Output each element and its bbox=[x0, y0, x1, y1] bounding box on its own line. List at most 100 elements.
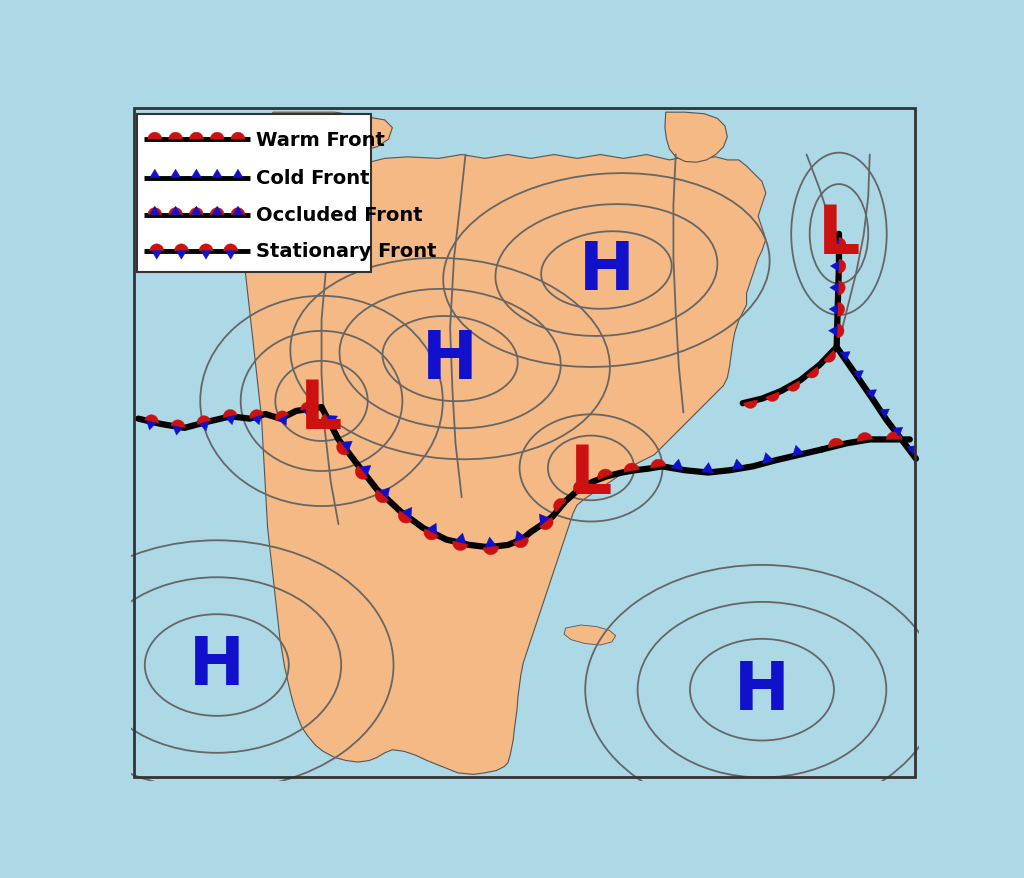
Polygon shape bbox=[199, 421, 209, 431]
Polygon shape bbox=[169, 133, 182, 140]
Polygon shape bbox=[829, 305, 838, 315]
Polygon shape bbox=[671, 459, 683, 471]
Polygon shape bbox=[483, 546, 499, 555]
Polygon shape bbox=[147, 208, 162, 215]
Text: L: L bbox=[818, 202, 860, 268]
Polygon shape bbox=[564, 625, 615, 645]
Polygon shape bbox=[212, 170, 222, 178]
Polygon shape bbox=[455, 534, 466, 544]
Polygon shape bbox=[173, 427, 183, 435]
Polygon shape bbox=[887, 432, 902, 440]
Polygon shape bbox=[176, 251, 186, 260]
Polygon shape bbox=[231, 133, 245, 140]
Polygon shape bbox=[171, 421, 184, 428]
Polygon shape bbox=[303, 409, 312, 418]
Text: H: H bbox=[422, 327, 478, 392]
FancyBboxPatch shape bbox=[137, 115, 371, 272]
Polygon shape bbox=[763, 453, 774, 464]
Polygon shape bbox=[150, 207, 160, 215]
Polygon shape bbox=[828, 327, 838, 336]
Polygon shape bbox=[650, 460, 666, 469]
Polygon shape bbox=[250, 410, 263, 419]
Polygon shape bbox=[573, 481, 588, 493]
Polygon shape bbox=[189, 133, 204, 140]
Polygon shape bbox=[828, 439, 844, 449]
Polygon shape bbox=[210, 133, 224, 140]
Polygon shape bbox=[225, 251, 236, 260]
Polygon shape bbox=[337, 442, 349, 456]
Polygon shape bbox=[197, 416, 211, 425]
Polygon shape bbox=[252, 415, 261, 425]
Polygon shape bbox=[793, 446, 804, 457]
Polygon shape bbox=[144, 415, 159, 424]
Text: H: H bbox=[734, 657, 790, 723]
Polygon shape bbox=[866, 390, 877, 399]
Polygon shape bbox=[232, 207, 243, 215]
Polygon shape bbox=[212, 207, 222, 215]
Polygon shape bbox=[766, 392, 779, 402]
Polygon shape bbox=[732, 459, 744, 471]
Polygon shape bbox=[191, 207, 202, 215]
Polygon shape bbox=[150, 170, 160, 178]
Polygon shape bbox=[359, 466, 371, 477]
Polygon shape bbox=[824, 351, 836, 363]
Polygon shape bbox=[515, 531, 526, 543]
Text: Cold Front: Cold Front bbox=[256, 169, 370, 188]
Polygon shape bbox=[146, 421, 157, 430]
Polygon shape bbox=[453, 542, 468, 551]
Text: Occluded Front: Occluded Front bbox=[256, 205, 423, 225]
Polygon shape bbox=[191, 170, 202, 178]
Polygon shape bbox=[743, 400, 757, 409]
Polygon shape bbox=[201, 251, 211, 260]
Polygon shape bbox=[598, 470, 612, 480]
Polygon shape bbox=[225, 416, 236, 425]
Polygon shape bbox=[169, 208, 182, 215]
Polygon shape bbox=[424, 529, 438, 540]
Polygon shape bbox=[401, 507, 412, 520]
Polygon shape bbox=[484, 537, 497, 548]
Polygon shape bbox=[152, 251, 162, 260]
Polygon shape bbox=[838, 282, 845, 295]
Polygon shape bbox=[665, 113, 727, 163]
Polygon shape bbox=[147, 133, 162, 140]
Polygon shape bbox=[830, 262, 839, 272]
Polygon shape bbox=[398, 511, 413, 523]
Polygon shape bbox=[426, 523, 437, 536]
Polygon shape bbox=[321, 414, 332, 429]
Polygon shape bbox=[326, 416, 338, 427]
Polygon shape bbox=[210, 208, 224, 215]
Polygon shape bbox=[238, 113, 766, 774]
Polygon shape bbox=[838, 303, 845, 317]
Polygon shape bbox=[171, 207, 180, 215]
Polygon shape bbox=[907, 446, 916, 456]
Polygon shape bbox=[841, 352, 850, 361]
Text: H: H bbox=[579, 238, 634, 304]
Polygon shape bbox=[837, 325, 844, 338]
Polygon shape bbox=[540, 515, 550, 526]
Polygon shape bbox=[830, 241, 839, 250]
Polygon shape bbox=[278, 416, 287, 426]
Text: Stationary Front: Stationary Front bbox=[256, 242, 436, 261]
Polygon shape bbox=[893, 428, 903, 437]
Polygon shape bbox=[174, 245, 188, 251]
Text: H: H bbox=[188, 632, 245, 698]
Polygon shape bbox=[171, 170, 180, 178]
Polygon shape bbox=[854, 371, 863, 380]
Polygon shape bbox=[513, 537, 528, 548]
Polygon shape bbox=[540, 518, 553, 530]
Polygon shape bbox=[150, 245, 164, 251]
Polygon shape bbox=[554, 499, 566, 513]
Polygon shape bbox=[786, 382, 800, 392]
Polygon shape bbox=[355, 466, 368, 479]
Polygon shape bbox=[199, 245, 213, 251]
Polygon shape bbox=[839, 239, 846, 252]
Polygon shape bbox=[223, 245, 238, 251]
Polygon shape bbox=[379, 488, 390, 500]
Polygon shape bbox=[341, 442, 352, 452]
Text: L: L bbox=[300, 376, 343, 443]
Polygon shape bbox=[701, 463, 714, 473]
Polygon shape bbox=[275, 412, 289, 421]
Polygon shape bbox=[880, 409, 890, 419]
Polygon shape bbox=[232, 170, 243, 178]
Text: Warm Front: Warm Front bbox=[256, 131, 385, 149]
